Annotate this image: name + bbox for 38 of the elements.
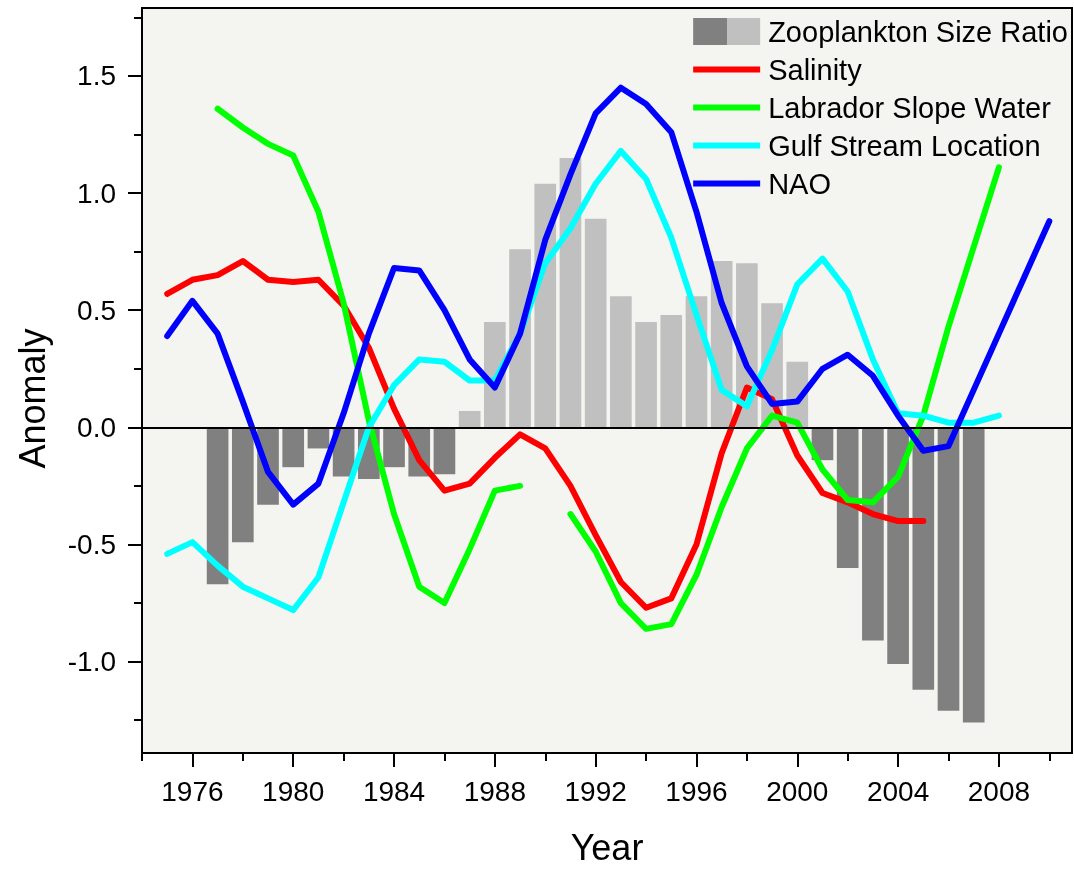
x-tick-label: 2000 <box>766 775 829 807</box>
y-axis-title: Anomaly <box>11 328 53 469</box>
x-tick-label: 2008 <box>967 775 1031 807</box>
legend-label: NAO <box>768 167 831 200</box>
x-tick-label: 1988 <box>463 775 526 807</box>
legend-label: Zooplankton Size Ratio <box>768 15 1068 48</box>
bar <box>937 427 960 711</box>
bar <box>862 427 884 641</box>
y-tick-label: -0.5 <box>67 528 116 560</box>
bar <box>458 410 481 428</box>
x-tick-label: 1992 <box>564 775 627 807</box>
bar <box>887 427 909 664</box>
x-axis-title: Year <box>570 826 644 868</box>
bar <box>282 427 305 468</box>
bar <box>962 427 985 723</box>
x-tick-label: 1980 <box>262 775 325 807</box>
bar <box>635 321 657 428</box>
x-tick-label: 1984 <box>362 775 426 807</box>
bar <box>912 427 935 690</box>
bar <box>584 218 607 428</box>
bar <box>433 427 456 475</box>
x-tick-label: 2004 <box>866 775 930 807</box>
y-tick-label: 1.0 <box>77 177 116 209</box>
bar <box>383 427 405 468</box>
y-tick-label: -1.0 <box>67 646 116 678</box>
legend-label: Salinity <box>768 53 863 86</box>
legend-label: Labrador Slope Water <box>768 91 1052 124</box>
y-tick-label: 0.5 <box>77 294 116 326</box>
y-tick-label: 0.0 <box>77 411 116 443</box>
bar <box>610 296 632 428</box>
y-tick-label: 1.5 <box>77 60 116 92</box>
bar <box>206 427 229 585</box>
x-tick-label: 1996 <box>665 775 728 807</box>
legend-label: Gulf Stream Location <box>768 129 1041 162</box>
x-tick-label: 1976 <box>161 775 224 807</box>
bar <box>231 427 254 543</box>
bar <box>836 427 859 568</box>
bar <box>660 314 683 428</box>
